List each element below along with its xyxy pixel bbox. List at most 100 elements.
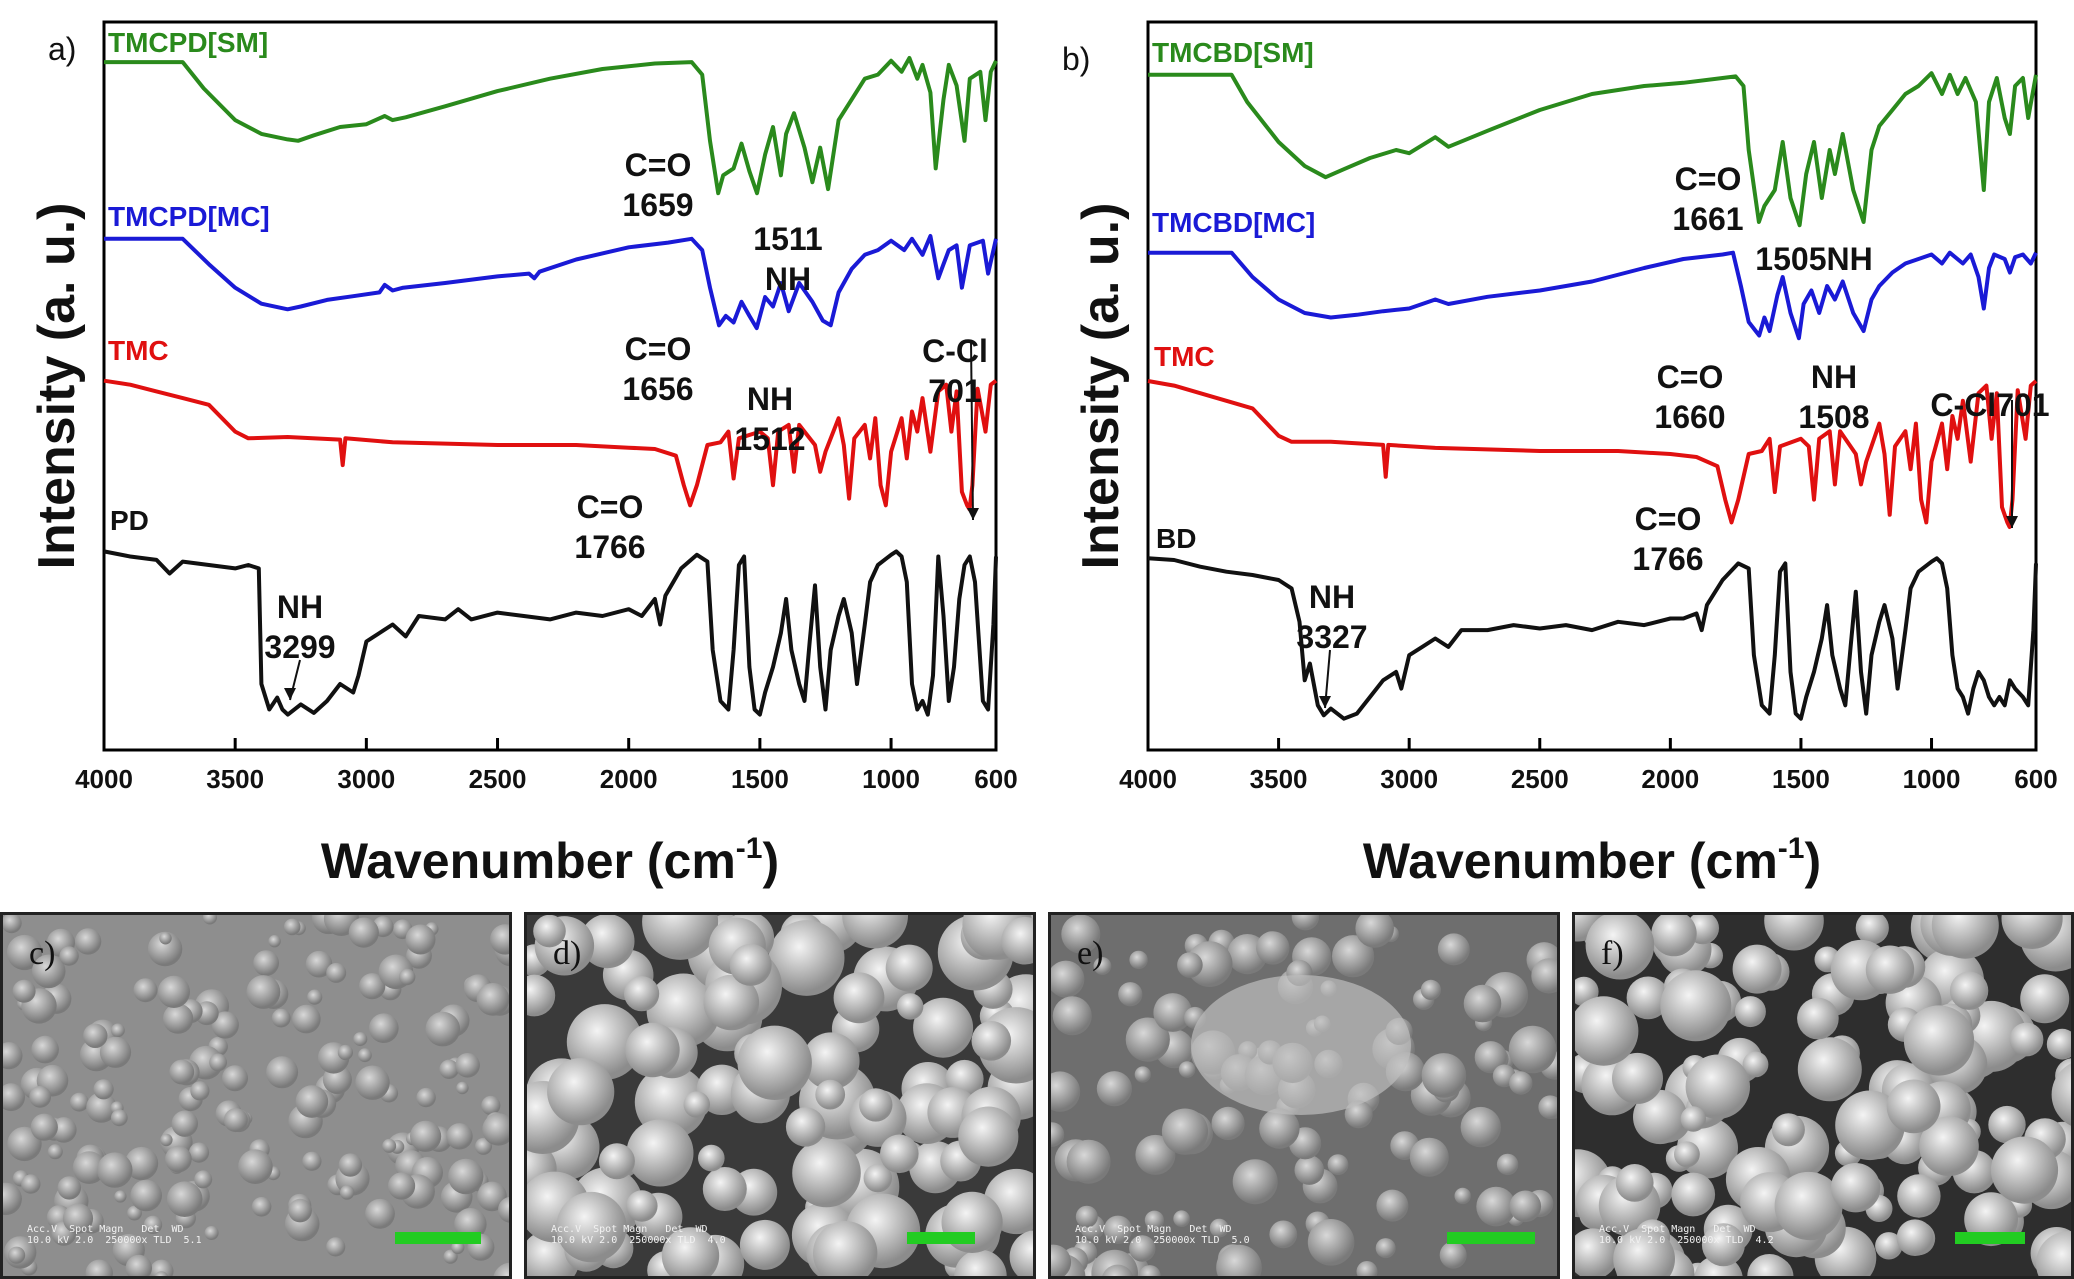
particle bbox=[110, 1109, 128, 1127]
peak-annotation: C=O bbox=[1675, 161, 1742, 197]
particle bbox=[1509, 1190, 1542, 1223]
particle bbox=[348, 917, 379, 948]
sem-image-d: d) Acc.V Spot Magn Det WD 10.0 kV 2.0 25… bbox=[524, 912, 1036, 1279]
particle bbox=[625, 1022, 680, 1078]
particle bbox=[160, 1133, 173, 1147]
peak-annotation: 1661 bbox=[1672, 201, 1743, 237]
particle bbox=[1129, 950, 1148, 970]
particle bbox=[556, 1191, 627, 1263]
particle bbox=[661, 1227, 720, 1276]
particle bbox=[1075, 1205, 1098, 1228]
sem-texture-d bbox=[527, 915, 1033, 1276]
peak-annotation: C-Cl701 bbox=[1930, 387, 2049, 423]
particle bbox=[1051, 1244, 1072, 1276]
particle bbox=[1344, 1100, 1373, 1129]
series-label: TMC bbox=[1154, 341, 1215, 372]
particle bbox=[69, 1092, 89, 1112]
particle bbox=[1134, 1066, 1151, 1083]
particle bbox=[238, 1149, 273, 1184]
particle bbox=[353, 1032, 368, 1047]
particle bbox=[1508, 1025, 1557, 1074]
particle bbox=[74, 928, 102, 955]
scale-bar bbox=[395, 1232, 481, 1244]
particle bbox=[143, 1215, 163, 1235]
particle bbox=[833, 972, 885, 1024]
particle bbox=[1585, 915, 1655, 980]
peak-annotation: 3299 bbox=[264, 629, 335, 665]
series-label: TMCPD[SM] bbox=[108, 27, 268, 58]
particle bbox=[1897, 1174, 1941, 1218]
particle bbox=[971, 1021, 1012, 1061]
particle bbox=[598, 1143, 635, 1180]
particle bbox=[859, 1088, 893, 1122]
particle bbox=[1651, 915, 1697, 957]
particle bbox=[1052, 996, 1092, 1036]
series-line bbox=[104, 56, 998, 196]
particle bbox=[897, 993, 924, 1020]
particle bbox=[1830, 1163, 1881, 1213]
particle bbox=[1001, 916, 1033, 965]
particle bbox=[1509, 1071, 1533, 1095]
particle bbox=[1332, 935, 1375, 978]
particle bbox=[147, 931, 183, 967]
particle bbox=[1732, 944, 1782, 994]
ftir-charts: a) TMCPD[SM] TMCPD[MC] TMC PD C=O 1659 1511 NH C=… bbox=[28, 20, 2058, 889]
series-label: TMC bbox=[108, 335, 169, 366]
particle bbox=[1771, 1113, 1805, 1147]
particle bbox=[21, 1174, 41, 1194]
x-tick-label: 1000 bbox=[862, 764, 920, 794]
particle bbox=[1476, 1186, 1516, 1227]
arrow-head bbox=[1319, 696, 1331, 708]
particle bbox=[165, 1145, 192, 1173]
particle bbox=[1211, 1106, 1245, 1140]
x-tick-label: 600 bbox=[974, 764, 1017, 794]
peak-annotation: 1659 bbox=[622, 187, 693, 223]
particle bbox=[266, 1056, 299, 1089]
particle bbox=[448, 1158, 484, 1195]
particle bbox=[1931, 915, 1999, 959]
particle bbox=[2020, 974, 2070, 1024]
particle bbox=[251, 1197, 272, 1217]
particle bbox=[1797, 1037, 1862, 1102]
particle bbox=[30, 1113, 58, 1141]
particle bbox=[456, 1081, 469, 1095]
scale-bar bbox=[907, 1232, 975, 1244]
particle bbox=[1538, 1095, 1557, 1119]
particle bbox=[86, 1092, 117, 1123]
peak-annotation: C=O bbox=[1657, 359, 1724, 395]
particle bbox=[166, 1181, 203, 1217]
particle bbox=[1742, 1051, 1769, 1078]
particle bbox=[1186, 941, 1233, 987]
particle bbox=[1747, 1254, 1792, 1276]
particle bbox=[1701, 1223, 1745, 1267]
peak-annotation: 1512 bbox=[734, 421, 805, 457]
particle bbox=[1256, 931, 1290, 965]
x-tick-label: 3000 bbox=[337, 764, 395, 794]
particle bbox=[1153, 993, 1193, 1032]
particle bbox=[1615, 1164, 1654, 1202]
panel-label: b) bbox=[1062, 41, 1090, 77]
particle bbox=[958, 1106, 1019, 1167]
particle bbox=[634, 1065, 708, 1139]
particle bbox=[425, 1011, 461, 1047]
series-line bbox=[1148, 250, 2038, 341]
particle bbox=[1496, 1153, 1519, 1176]
particle bbox=[339, 1185, 355, 1200]
peak-annotation: 1656 bbox=[622, 371, 693, 407]
particle bbox=[130, 1179, 162, 1212]
particle bbox=[292, 1004, 321, 1034]
particle bbox=[338, 1153, 363, 1177]
particle bbox=[3, 1042, 23, 1070]
panel-label: a) bbox=[48, 31, 76, 67]
sem-texture-e bbox=[1051, 915, 1557, 1276]
peak-annotation: NH bbox=[765, 261, 811, 297]
particle bbox=[1093, 957, 1112, 975]
x-tick-label: 4000 bbox=[75, 764, 133, 794]
particle bbox=[2051, 1063, 2071, 1126]
particle bbox=[157, 975, 190, 1008]
x-axis-label: Wavenumber (cm-1) bbox=[1363, 832, 1821, 889]
peak-annotation: C=O bbox=[625, 147, 692, 183]
particle bbox=[410, 1120, 442, 1152]
particle bbox=[1291, 915, 1320, 931]
particle bbox=[698, 1144, 725, 1172]
